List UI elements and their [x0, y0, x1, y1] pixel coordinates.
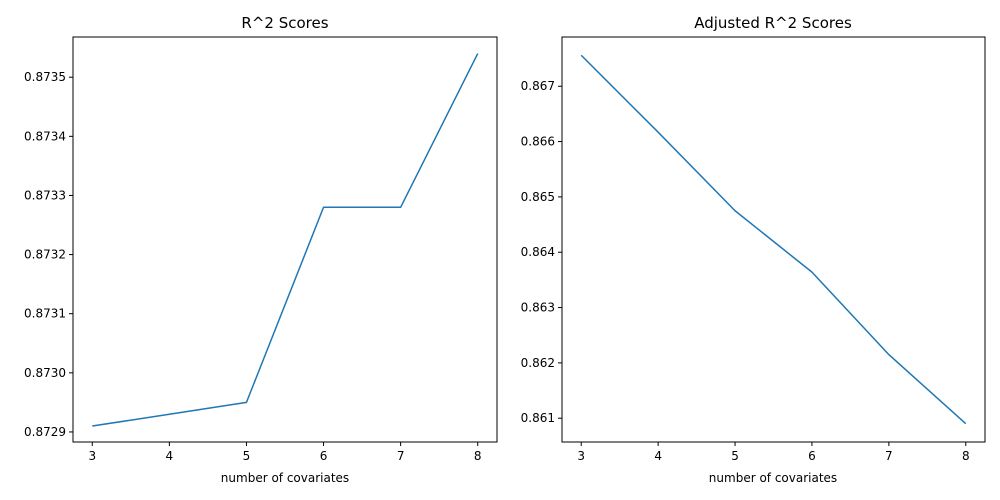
y-tick-label: 0.861 [521, 411, 555, 425]
chart-title: R^2 Scores [241, 14, 328, 32]
chart-r2-scores: R^2 Scores 3 4 5 6 7 8 0.8729 0.8730 0.8731 0.873… [24, 14, 498, 485]
y-tick-label: 0.8731 [24, 307, 66, 321]
x-tick-label: 7 [397, 449, 405, 463]
x-tick-label: 6 [808, 449, 816, 463]
y-tick-label: 0.8730 [24, 366, 66, 380]
x-tick-label: 5 [243, 449, 251, 463]
x-tick-label: 6 [320, 449, 328, 463]
y-tick-label: 0.867 [521, 79, 555, 93]
y-tick-label: 0.863 [521, 301, 555, 315]
x-axis-label: number of covariates [709, 471, 837, 485]
y-tick-label: 0.8732 [24, 248, 66, 262]
y-tick-label: 0.864 [521, 245, 555, 259]
x-tick-label: 8 [962, 449, 970, 463]
x-axis-label: number of covariates [221, 471, 349, 485]
x-tick-label: 3 [577, 449, 585, 463]
series-line [580, 54, 967, 425]
chart-adjusted-r2-scores: Adjusted R^2 Scores 3 4 5 6 7 8 0.861 0.862 0.86… [521, 14, 986, 485]
plot-frame [561, 36, 986, 443]
y-tick-label: 0.8733 [24, 188, 66, 202]
y-tick-label: 0.8734 [24, 129, 66, 143]
y-tick-label: 0.865 [521, 190, 555, 204]
x-tick-label: 4 [654, 449, 662, 463]
y-tick-label: 0.866 [521, 135, 555, 149]
y-tick-label: 0.862 [521, 356, 555, 370]
x-tick-label: 7 [885, 449, 893, 463]
x-tick-label: 3 [88, 449, 96, 463]
series-line [92, 53, 479, 427]
chart-title: Adjusted R^2 Scores [694, 14, 852, 32]
x-tick-label: 5 [731, 449, 739, 463]
y-tick-label: 0.8735 [24, 70, 66, 84]
y-tick-label: 0.8729 [24, 425, 66, 439]
x-tick-label: 8 [474, 449, 482, 463]
plot-frame [72, 36, 498, 443]
x-tick-label: 4 [166, 449, 174, 463]
